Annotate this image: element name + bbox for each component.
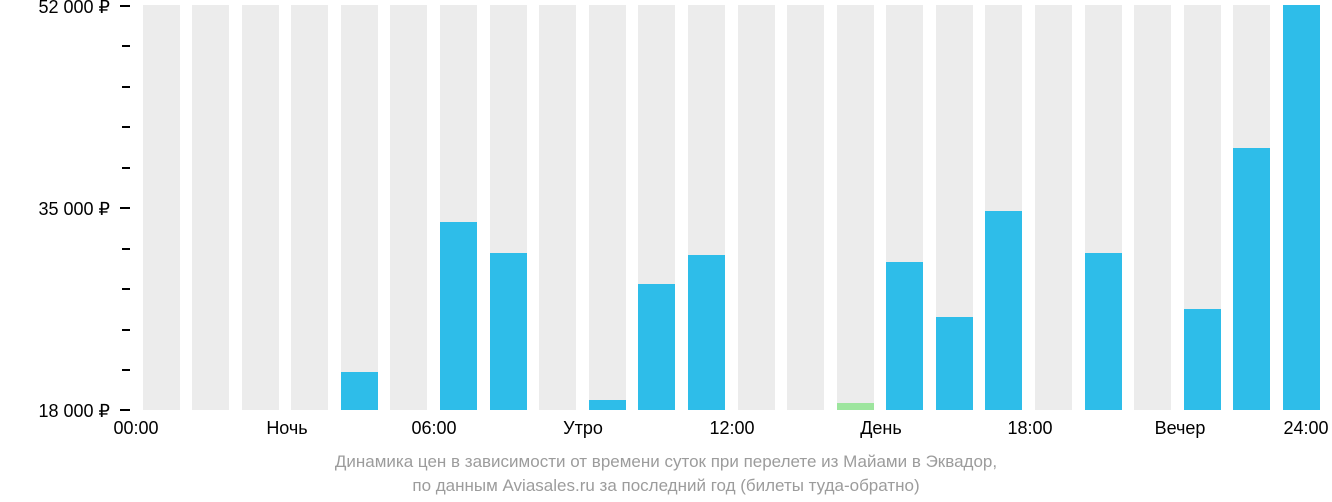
bar-value[interactable]: [1233, 148, 1270, 410]
bar-slot: [192, 5, 229, 410]
y-tick-max: [120, 5, 130, 7]
y-label-min: 18 000 ₽: [0, 401, 110, 422]
y-tick-min: [120, 409, 130, 411]
y-tick-mid: [120, 207, 130, 209]
bar-slot: [1035, 5, 1072, 410]
chart-caption-line1: Динамика цен в зависимости от времени су…: [0, 450, 1332, 474]
y-minor: [122, 126, 130, 128]
chart-caption-line2: по данным Aviasales.ru за последний год …: [0, 474, 1332, 498]
bar-slot: [1134, 5, 1171, 410]
price-by-hour-chart: 52 000 ₽ 35 000 ₽ 18 000 ₽ 00:00 Ночь 06…: [0, 0, 1332, 502]
plot-area: [130, 5, 1320, 410]
y-minor: [122, 167, 130, 169]
x-label: 24:00: [1278, 418, 1332, 439]
bar-slot: [291, 5, 328, 410]
x-label: Вечер: [1150, 418, 1210, 439]
bar-slot: [341, 5, 378, 410]
y-label-mid: 35 000 ₽: [0, 199, 110, 220]
y-minor: [122, 45, 130, 47]
bar-value[interactable]: [638, 284, 675, 410]
bar-value[interactable]: [1184, 309, 1221, 410]
bar-slot: [143, 5, 180, 410]
y-minor: [122, 329, 130, 331]
y-label-max: 52 000 ₽: [0, 0, 110, 18]
bar-value[interactable]: [1283, 5, 1320, 410]
y-minor: [122, 86, 130, 88]
bar-value[interactable]: [490, 253, 527, 410]
y-minor: [122, 248, 130, 250]
bar-value[interactable]: [688, 255, 725, 410]
bar-value[interactable]: [886, 262, 923, 410]
bar-value[interactable]: [1085, 253, 1122, 410]
bar-slot: [738, 5, 775, 410]
x-label: Ночь: [257, 418, 317, 439]
bar-value[interactable]: [837, 403, 874, 410]
bar-slot: [242, 5, 279, 410]
bar-slot: [837, 5, 874, 410]
y-minor: [122, 369, 130, 371]
bar-value[interactable]: [440, 222, 477, 410]
bar-value[interactable]: [589, 400, 626, 410]
bar-slot: [787, 5, 824, 410]
bar-value[interactable]: [985, 211, 1022, 410]
x-label: 00:00: [108, 418, 164, 439]
bar-slot: [589, 5, 626, 410]
x-label: День: [853, 418, 909, 439]
y-minor: [122, 288, 130, 290]
x-label: 18:00: [1002, 418, 1058, 439]
bar-slot: [390, 5, 427, 410]
bar-slot: [539, 5, 576, 410]
x-label: 06:00: [406, 418, 462, 439]
x-label: 12:00: [704, 418, 760, 439]
bar-value[interactable]: [936, 317, 973, 410]
x-label: Утро: [555, 418, 611, 439]
bar-value[interactable]: [341, 372, 378, 410]
